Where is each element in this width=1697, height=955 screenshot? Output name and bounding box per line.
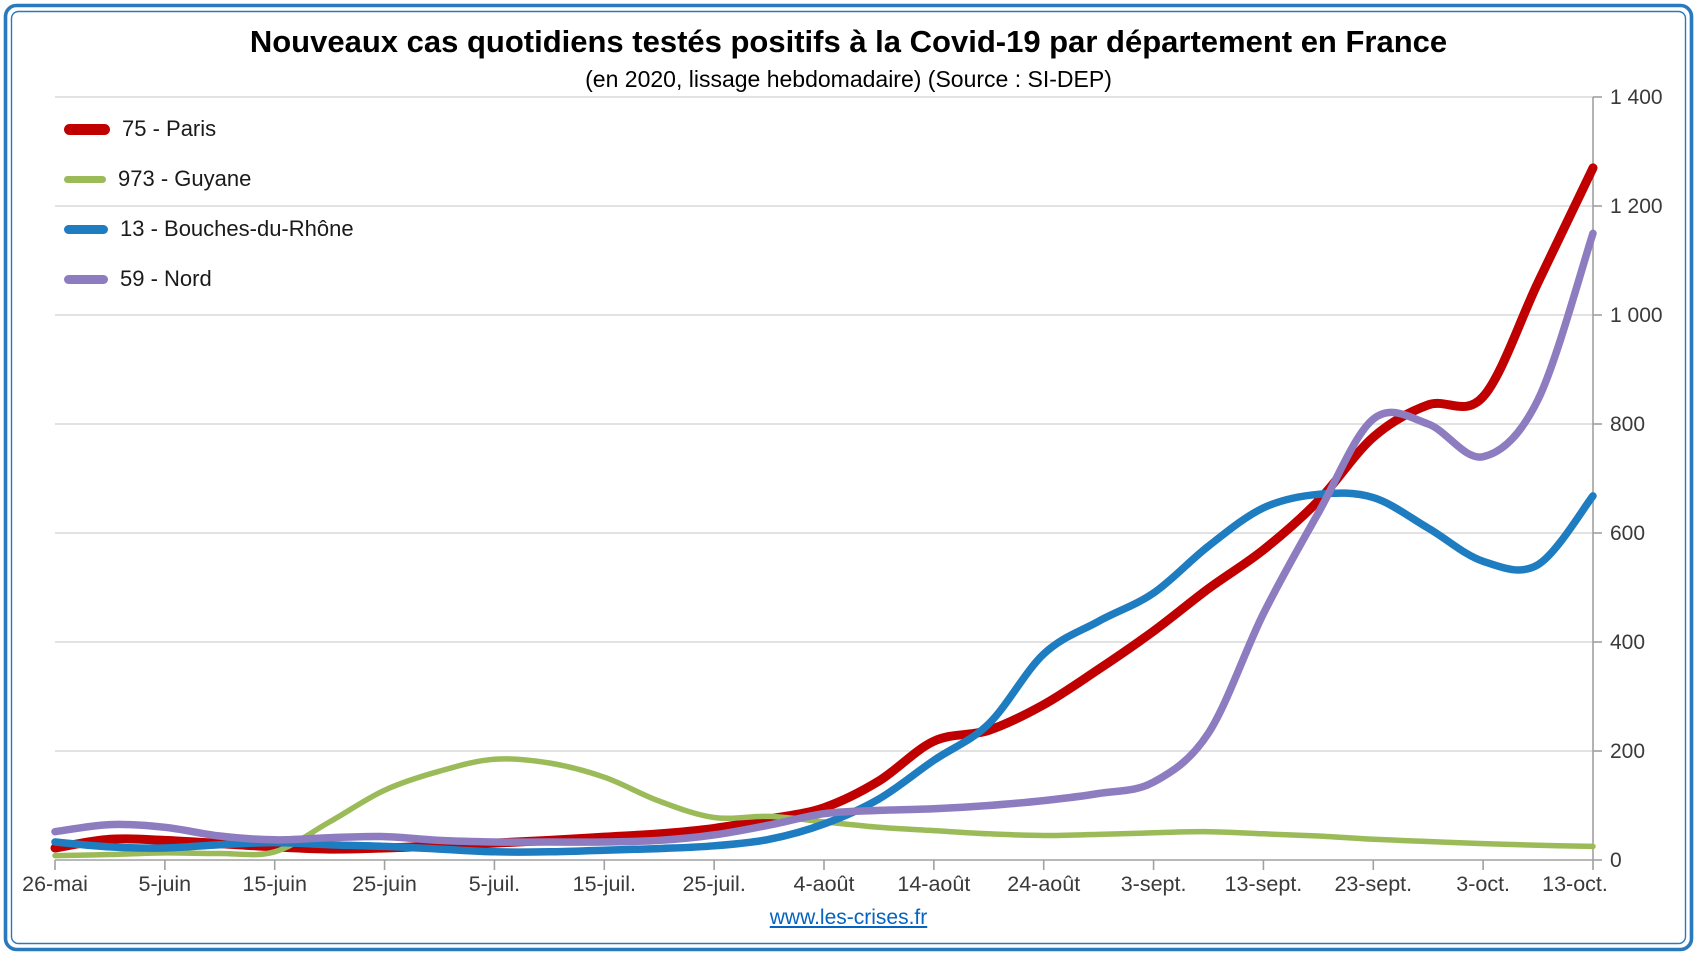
footer: www.les-crises.fr xyxy=(0,906,1697,930)
x-tick-label: 15-juil. xyxy=(573,872,636,896)
legend-item-3: 59 - Nord xyxy=(64,254,354,304)
x-tick-label: 13-sept. xyxy=(1225,872,1303,896)
x-tick-label: 23-sept. xyxy=(1334,872,1412,896)
y-tick-label: 600 xyxy=(1610,522,1645,545)
series-line-3 xyxy=(51,229,1597,846)
legend-label-0: 75 - Paris xyxy=(122,116,217,141)
chart-title: Nouveaux cas quotidiens testés positifs … xyxy=(249,24,1448,59)
window-border-inner xyxy=(10,10,1687,945)
legend-item-0: 75 - Paris xyxy=(64,104,354,154)
y-tick-label: 1 000 xyxy=(1610,304,1663,327)
legend-item-2: 13 - Bouches-du-Rhône xyxy=(64,204,354,254)
x-tick-label: 24-août xyxy=(1007,872,1080,896)
chart-subtitle: (en 2020, lissage hebdomadaire) (Source … xyxy=(585,66,1112,92)
x-tick-label: 3-oct. xyxy=(1456,872,1510,896)
x-tick-label: 3-sept. xyxy=(1121,872,1187,896)
legend-label-3: 59 - Nord xyxy=(120,266,212,291)
legend-item-1: 973 - Guyane xyxy=(64,154,354,204)
x-tick-label: 4-août xyxy=(794,872,855,896)
legend-swatch-2 xyxy=(64,224,108,234)
y-tick-label: 1 400 xyxy=(1610,86,1663,109)
x-tick-label: 25-juil. xyxy=(682,872,745,896)
y-tick-label: 800 xyxy=(1610,413,1645,436)
series-line-2 xyxy=(51,489,1597,856)
legend-label-1: 973 - Guyane xyxy=(118,166,252,191)
legend-swatch-0 xyxy=(64,123,110,135)
window-border-outer xyxy=(3,3,1694,952)
y-tick-label: 400 xyxy=(1610,631,1645,654)
y-tick-label: 200 xyxy=(1610,740,1645,763)
x-tick-label: 14-août xyxy=(897,872,970,896)
les-crises-link[interactable]: www.les-crises.fr xyxy=(769,906,928,929)
x-tick-label: 5-juil. xyxy=(469,872,520,896)
x-tick-label: 26-mai xyxy=(22,872,88,896)
legend-swatch-1 xyxy=(64,175,106,183)
legend-label-2: 13 - Bouches-du-Rhône xyxy=(120,216,354,241)
series-line-0 xyxy=(50,163,1598,854)
x-tick-label: 15-juin xyxy=(242,872,307,896)
x-tick-label: 13-oct. xyxy=(1542,872,1608,896)
legend-swatch-3 xyxy=(64,274,108,284)
y-tick-label: 1 200 xyxy=(1610,195,1663,218)
x-tick-label: 5-juin xyxy=(139,872,192,896)
legend: 75 - Paris 973 - Guyane 13 - Bouches-du-Rh… xyxy=(64,104,354,304)
x-tick-label: 25-juin xyxy=(352,872,417,896)
y-tick-label: 0 xyxy=(1610,849,1622,872)
